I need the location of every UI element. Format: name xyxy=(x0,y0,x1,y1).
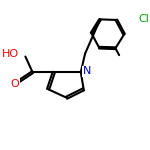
Text: Cl: Cl xyxy=(139,14,149,24)
Text: HO: HO xyxy=(2,49,19,59)
Text: O: O xyxy=(10,78,19,88)
Text: N: N xyxy=(83,66,91,76)
